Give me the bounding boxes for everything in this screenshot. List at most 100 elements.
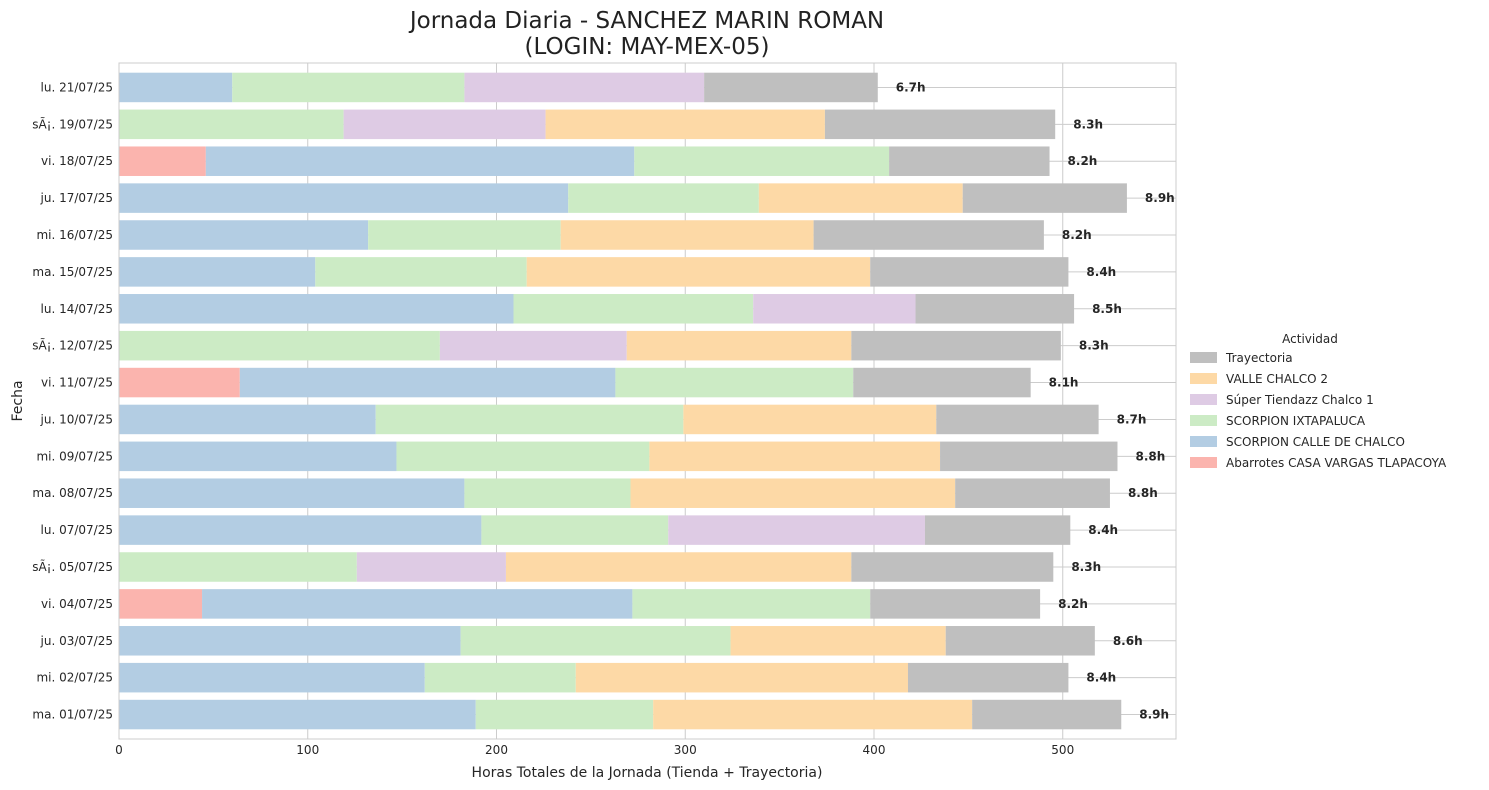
x-tick-label: 0 <box>115 743 123 757</box>
bar-segment <box>119 183 569 213</box>
bar-segment <box>119 294 514 324</box>
bar-segment <box>505 552 852 582</box>
bar-segment <box>936 404 1099 435</box>
y-tick-label: ma. 15/07/25 <box>32 265 113 279</box>
bar-segment <box>119 146 206 176</box>
total-label: 8.6h <box>1113 634 1143 648</box>
bar-segment <box>683 404 937 435</box>
bar-segment <box>119 72 233 103</box>
bar-segment <box>915 294 1075 324</box>
bar-segment <box>962 183 1127 213</box>
y-tick-label: lu. 21/07/25 <box>41 80 113 94</box>
y-tick-label: sÃ¡. 19/07/25 <box>32 116 113 131</box>
y-tick-label: lu. 07/07/25 <box>41 523 113 537</box>
total-label: 8.9h <box>1139 708 1169 722</box>
bar-segment <box>730 626 946 656</box>
y-tick-label: vi. 18/07/25 <box>41 154 113 168</box>
total-label: 8.4h <box>1086 671 1116 685</box>
y-tick-label: ju. 03/07/25 <box>40 634 113 648</box>
plot-area <box>118 62 1177 740</box>
y-tick-label: ju. 10/07/25 <box>40 412 113 426</box>
bar-segment <box>758 183 963 213</box>
chart-subtitle: (LOGIN: MAY-MEX-05) <box>525 34 770 60</box>
x-tick-label: 100 <box>296 743 319 757</box>
bar-segment <box>853 367 1031 398</box>
bar-segment <box>626 330 852 361</box>
bar-segment <box>368 220 561 250</box>
chart-title: Jornada Diaria - SANCHEZ MARIN ROMAN <box>408 8 884 34</box>
bar-segment <box>119 257 316 287</box>
legend-swatch <box>1190 436 1217 447</box>
y-tick-label: sÃ¡. 05/07/25 <box>32 559 113 574</box>
x-tick-label: 300 <box>674 743 697 757</box>
bar-segment <box>630 478 956 508</box>
total-label: 8.4h <box>1086 265 1116 279</box>
bar-segment <box>526 257 871 287</box>
bar-segment <box>232 72 465 103</box>
total-label: 8.4h <box>1088 523 1118 537</box>
legend-label: Súper Tiendazz Chalco 1 <box>1226 393 1374 407</box>
bar-segment <box>945 626 1095 656</box>
y-tick-label: lu. 14/07/25 <box>41 302 113 316</box>
legend-label: VALLE CHALCO 2 <box>1226 372 1328 386</box>
legend-swatch <box>1190 373 1217 384</box>
bar-segment <box>653 699 973 730</box>
bar-segment <box>972 699 1122 730</box>
bar-segment <box>460 626 731 656</box>
bar-segment <box>119 626 461 656</box>
bar-segment <box>375 404 684 435</box>
y-tick-label: mi. 16/07/25 <box>36 228 113 242</box>
bar-segment <box>813 220 1044 250</box>
bar-segment <box>615 367 854 398</box>
bar-segment <box>940 441 1118 472</box>
bar-segment <box>632 589 871 619</box>
total-label: 8.2h <box>1058 597 1088 611</box>
x-axis-label: Horas Totales de la Jornada (Tienda + Tr… <box>472 765 823 781</box>
bar-segment <box>753 294 916 324</box>
total-label: 8.9h <box>1145 191 1175 205</box>
bar-segment <box>870 257 1069 287</box>
bar-segment <box>119 404 376 435</box>
bar-segment <box>649 441 941 472</box>
y-tick-label: ma. 01/07/25 <box>32 708 113 722</box>
legend: Actividad Trayectoria VALLE CHALCO 2 Súper… <box>1190 332 1447 470</box>
bar-segment <box>907 662 1069 693</box>
legend-label: Trayectoria <box>1225 351 1293 365</box>
bar-segment <box>560 220 814 250</box>
x-tick-label: 200 <box>485 743 508 757</box>
legend-swatch <box>1190 394 1217 405</box>
total-label: 8.3h <box>1071 560 1101 574</box>
legend-swatch <box>1190 457 1217 468</box>
bar-segment <box>464 478 631 508</box>
bar-segment <box>205 146 635 176</box>
bar-segment <box>119 515 482 545</box>
bar-segment <box>634 146 890 176</box>
x-tick-label: 500 <box>1051 743 1074 757</box>
bar-segment <box>889 146 1050 176</box>
bar-segment <box>119 367 240 398</box>
bar-segment <box>924 515 1071 545</box>
bar-segment <box>955 478 1110 508</box>
total-label: 8.7h <box>1117 412 1147 426</box>
total-label: 6.7h <box>896 80 926 94</box>
bar-segment <box>475 699 654 730</box>
bar-segment <box>464 72 705 103</box>
bar-segment <box>343 109 546 140</box>
total-label: 8.1h <box>1049 376 1079 390</box>
y-tick-label: ju. 17/07/25 <box>40 191 113 205</box>
y-tick-label: ma. 08/07/25 <box>32 486 113 500</box>
bar-segment <box>568 183 759 213</box>
bar-segment <box>119 330 440 361</box>
total-label: 8.8h <box>1135 449 1165 463</box>
bar-segment <box>356 552 506 582</box>
bar-segment <box>575 662 908 693</box>
bar-segment <box>119 699 476 730</box>
y-tick-label: vi. 04/07/25 <box>41 597 113 611</box>
legend-label: Abarrotes CASA VARGAS TLAPACOYA <box>1226 456 1447 470</box>
y-axis-label: Fecha <box>10 380 26 421</box>
bar-segment <box>119 441 397 472</box>
bar-segment <box>513 294 754 324</box>
y-axis-ticks: lu. 21/07/25 sÃ¡. 19/07/25 vi. 18/07/25 ju.… <box>32 80 113 721</box>
bar-segment <box>315 257 527 287</box>
y-tick-label: mi. 02/07/25 <box>36 671 113 685</box>
